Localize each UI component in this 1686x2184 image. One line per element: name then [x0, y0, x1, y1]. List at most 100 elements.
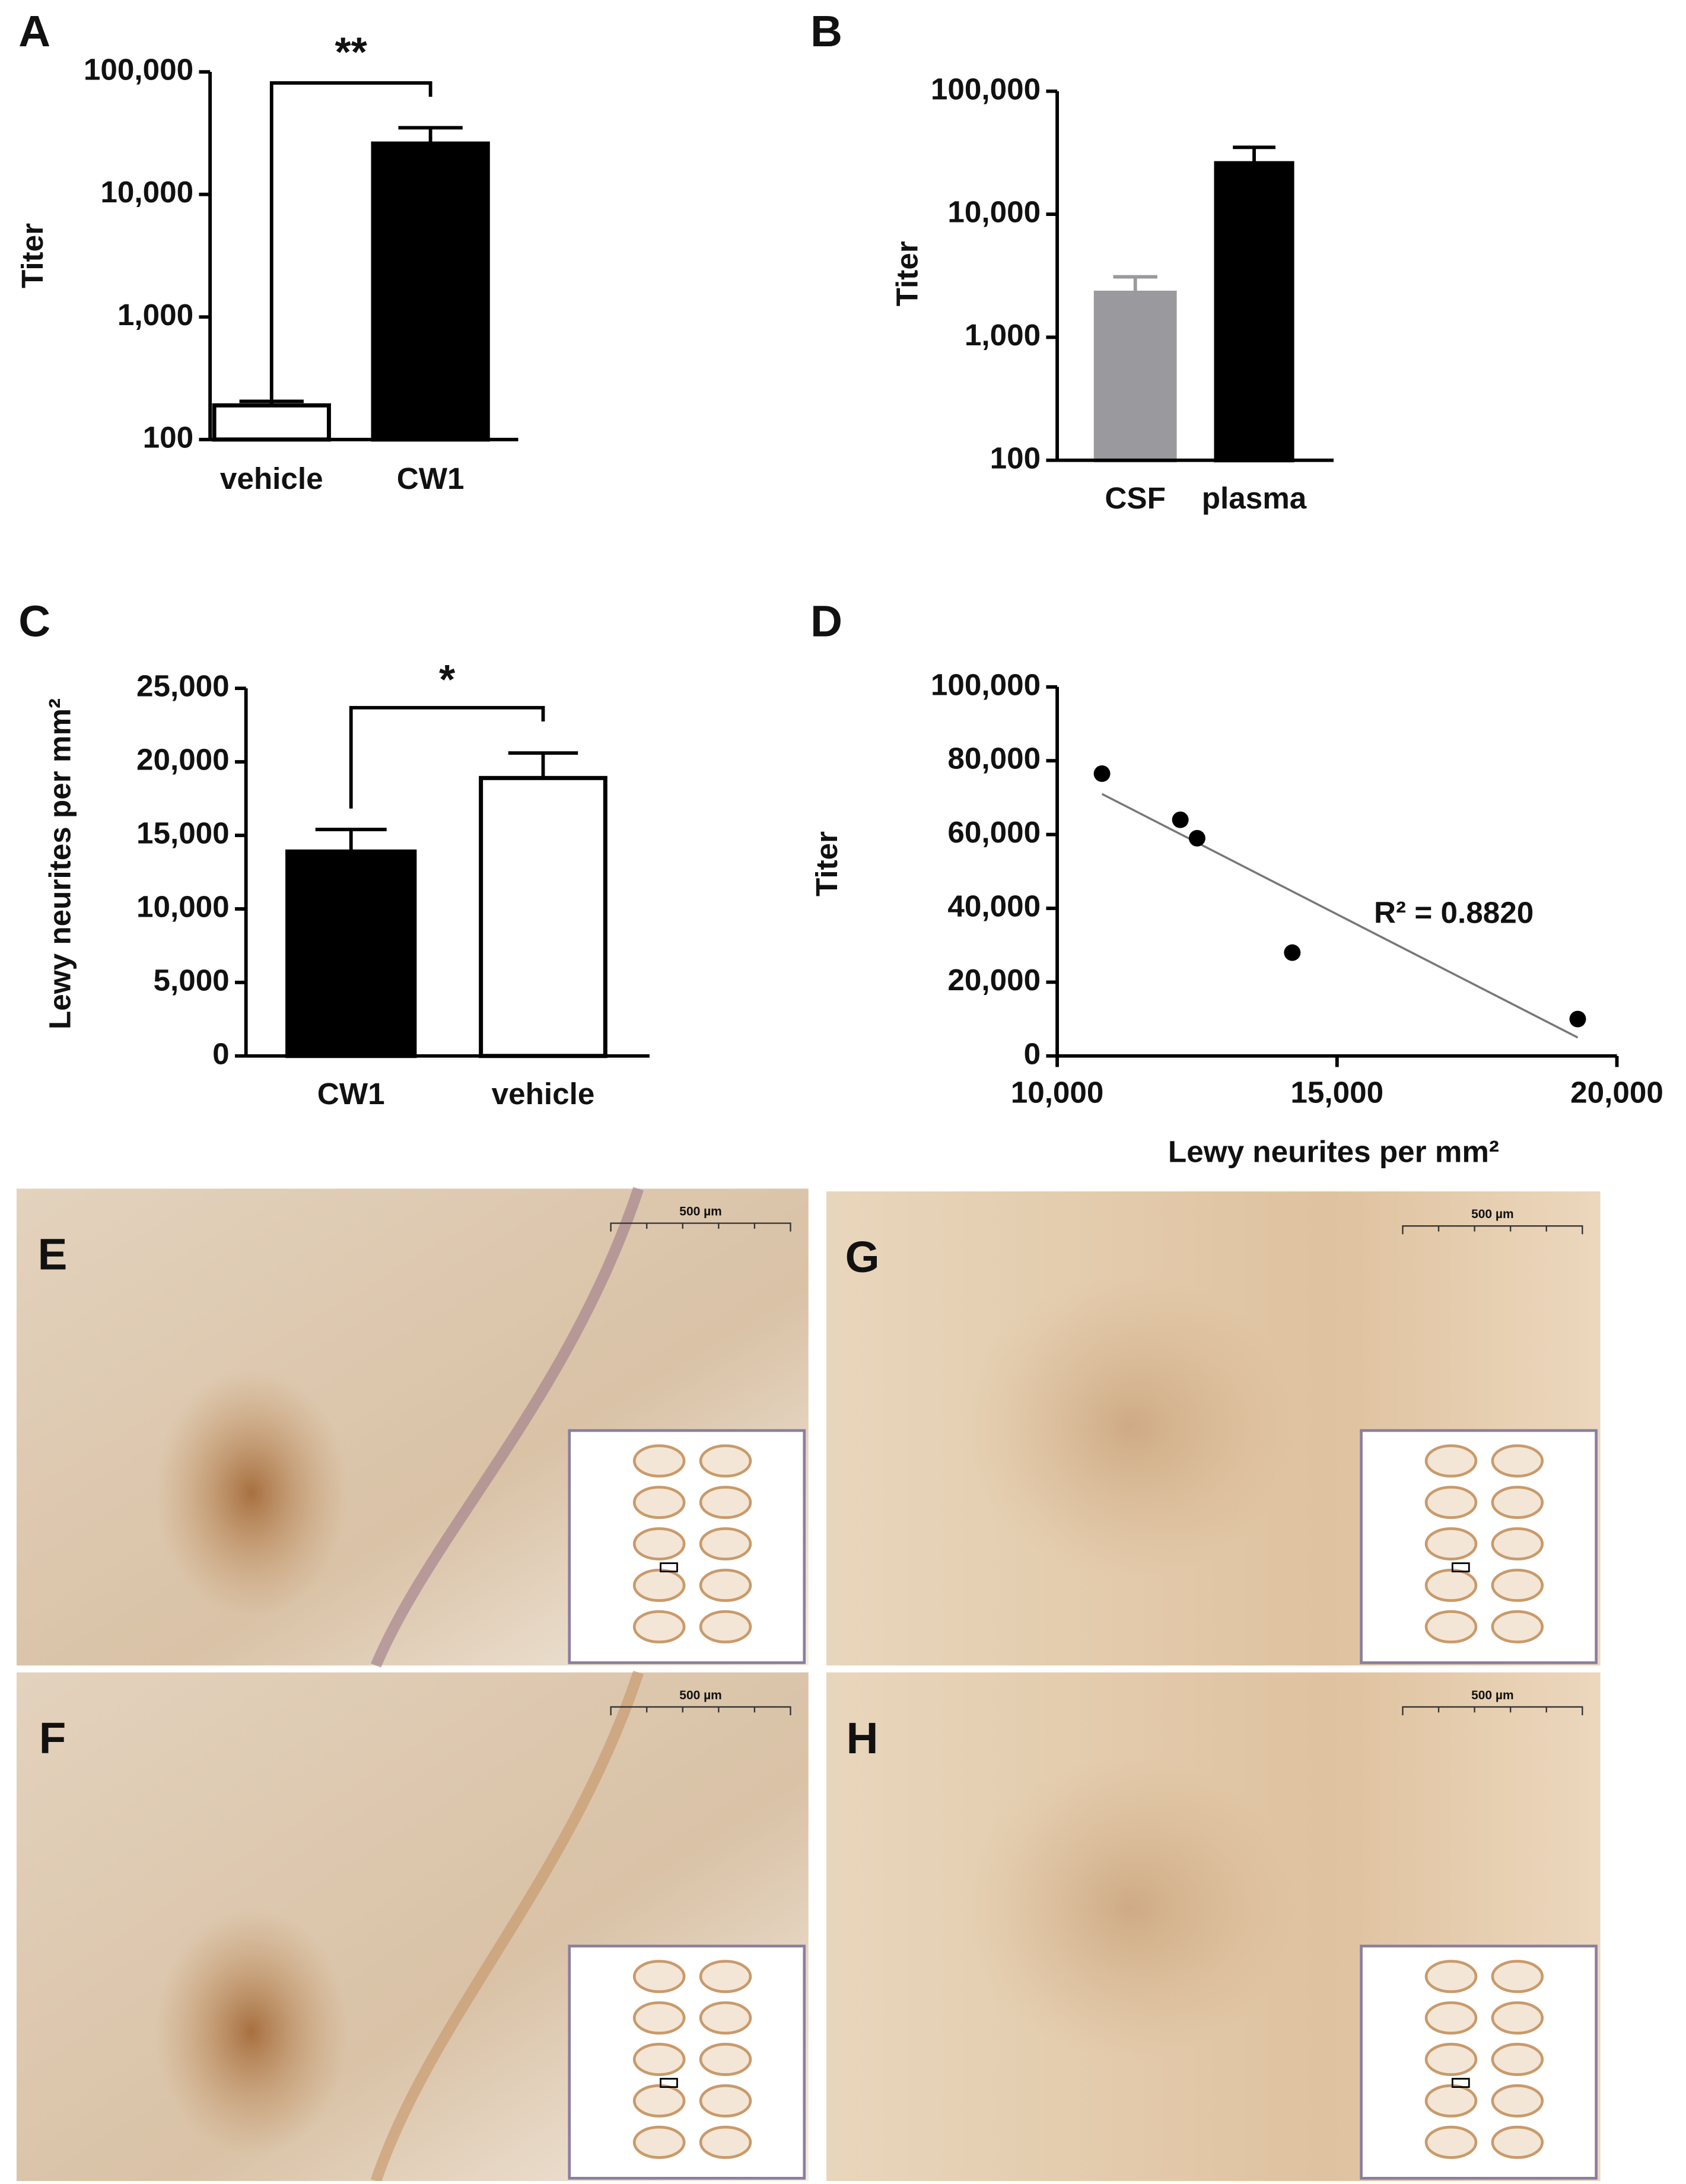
trend-line — [1101, 793, 1579, 1039]
stain — [964, 1755, 1297, 2059]
section-thumbnail — [1424, 2084, 1478, 2118]
micrograph-panel: H 500 µm — [826, 1672, 1601, 2181]
point — [1093, 765, 1111, 782]
section-thumbnail — [1424, 1610, 1478, 1643]
section-thumbnail — [632, 1527, 686, 1561]
section-thumbnail — [699, 1610, 752, 1643]
inset — [568, 1429, 806, 1664]
error-bar — [1233, 145, 1275, 164]
x-tick-label: 10,000 — [1011, 1076, 1104, 1110]
section-thumbnail — [1424, 1486, 1478, 1519]
inset-marker — [1451, 2078, 1470, 2088]
significance-label: ** — [335, 29, 367, 75]
significance-label: * — [439, 656, 456, 702]
panel-label: F — [39, 1713, 66, 1763]
scale-bar-label: 500 µm — [1471, 1207, 1513, 1221]
x-tick-label: CSF — [1105, 481, 1165, 515]
micrograph-panel: E 500 µm — [16, 1187, 809, 1668]
scale-bar — [1402, 1706, 1583, 1715]
section-thumbnail — [1424, 2001, 1478, 2035]
section-thumbnail — [1491, 1610, 1544, 1643]
y-tick-label: 100 — [990, 441, 1041, 475]
panel-label: E — [38, 1230, 68, 1279]
section-thumbnail — [1491, 2001, 1544, 2035]
section-thumbnail — [1491, 2084, 1544, 2118]
section-thumbnail — [632, 1486, 686, 1519]
inset-marker — [660, 1562, 678, 1573]
section-thumbnail — [632, 1444, 686, 1478]
y-tick-label: 100,000 — [931, 667, 1041, 701]
y-tick-label: 0 — [1024, 1037, 1041, 1070]
panel-label: C — [18, 597, 50, 646]
panel-label: G — [845, 1232, 880, 1282]
section-thumbnail — [699, 1569, 752, 1602]
inset — [1360, 1944, 1598, 2180]
x-axis-title: Lewy neurites per mm² — [1168, 1135, 1499, 1169]
section-thumbnail — [632, 1610, 686, 1643]
section-thumbnail — [632, 2125, 686, 2159]
section-thumbnail — [699, 2043, 752, 2076]
error-bar — [1113, 275, 1157, 293]
y-tick-label: 100,000 — [931, 72, 1041, 106]
scale-bar — [610, 1706, 791, 1715]
error-bar — [398, 126, 463, 144]
section-thumbnail — [632, 2084, 686, 2118]
y-tick-label: 1,000 — [965, 318, 1041, 352]
y-tick-label: 40,000 — [947, 889, 1041, 923]
y-tick-label: 20,000 — [947, 963, 1041, 997]
bar — [1093, 290, 1177, 463]
y-tick-label: 10,000 — [100, 175, 193, 209]
section-thumbnail — [1491, 2125, 1544, 2159]
y-tick-label: 20,000 — [136, 743, 230, 777]
y-tick-label: 100,000 — [84, 53, 193, 87]
micrograph-panel: F 500 µm — [16, 1670, 809, 2183]
stain — [154, 1368, 349, 1617]
section-thumbnail — [632, 2001, 686, 2035]
section-thumbnail — [699, 1527, 752, 1561]
y-axis-title: Titer — [810, 831, 844, 897]
section-thumbnail — [632, 1569, 686, 1602]
micrograph-panel: G 500 µm — [826, 1191, 1601, 1666]
y-tick-label: 0 — [212, 1037, 230, 1070]
section-thumbnail — [1491, 2043, 1544, 2076]
section-thumbnail — [1491, 1569, 1544, 1602]
stain — [154, 1907, 349, 2157]
point — [1188, 829, 1205, 847]
section-thumbnail — [1424, 1527, 1478, 1561]
x-tick-label: CW1 — [397, 462, 465, 495]
section-thumbnail — [1424, 1569, 1478, 1602]
bar — [285, 849, 417, 1058]
section-thumbnail — [699, 2084, 752, 2118]
bar — [371, 141, 490, 442]
bar — [479, 775, 607, 1058]
y-tick-label: 10,000 — [947, 195, 1041, 229]
section-thumbnail — [632, 1960, 686, 1994]
bar — [1214, 161, 1294, 463]
section-thumbnail — [699, 1444, 752, 1478]
x-tick-label: plasma — [1202, 481, 1307, 515]
y-tick-label: 10,000 — [136, 889, 230, 923]
error-bar — [508, 751, 578, 778]
scale-bar-label: 500 µm — [1471, 1689, 1513, 1702]
section-thumbnail — [699, 2001, 752, 2035]
y-axis-title: Lewy neurites per mm² — [43, 698, 77, 1029]
section-thumbnail — [1424, 1960, 1478, 1994]
section-thumbnail — [699, 1960, 752, 1994]
y-tick-label: 80,000 — [947, 742, 1041, 775]
section-thumbnail — [1491, 1960, 1544, 1994]
inset — [568, 1944, 806, 2180]
significance-bracket — [349, 705, 545, 809]
section-thumbnail — [699, 1486, 752, 1519]
section-thumbnail — [699, 2125, 752, 2159]
tissue-edge — [370, 1670, 644, 2183]
point — [1172, 811, 1189, 828]
y-tick-label: 5,000 — [153, 963, 229, 997]
significance-bracket — [269, 81, 432, 401]
y-tick-label: 1,000 — [117, 298, 193, 332]
y-tick-label: 100 — [143, 420, 193, 454]
y-axis-title: Titer — [890, 241, 924, 306]
section-thumbnail — [1424, 1444, 1478, 1478]
section-thumbnail — [1424, 2125, 1478, 2159]
panel-label: A — [18, 7, 50, 56]
